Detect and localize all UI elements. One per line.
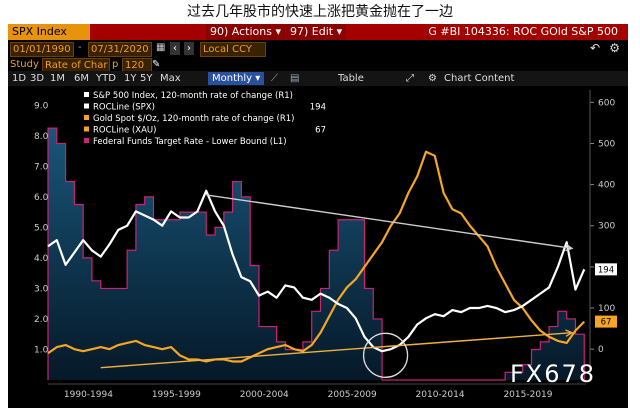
period-param-label: p [112, 59, 119, 70]
table-button[interactable]: Table [338, 73, 364, 84]
calendar-icon[interactable]: ▦ [156, 42, 166, 53]
undo-icon[interactable]: ↶ [589, 41, 600, 55]
legend-entry: S&P 500 Index, 120-month rate of change … [93, 91, 293, 101]
left-axis-tick: 4.0 [34, 254, 49, 264]
line-chart-icon[interactable]: ⟋ [271, 73, 278, 84]
x-axis-label: 2000-2004 [240, 390, 289, 400]
edit-menu[interactable]: 97) Edit ▾ [286, 24, 347, 40]
range-button-1y[interactable]: 1Y [124, 73, 137, 84]
gold-value-label: 67 [601, 318, 612, 328]
trendline-spx-decline [206, 194, 573, 250]
legend-swatch [84, 103, 89, 109]
article-headline: 过去几年股市的快速上涨把黄金抛在了一边 [0, 0, 640, 24]
gold-roc-line [47, 150, 586, 363]
legend-entry: ROCLine (XAU) [93, 126, 156, 136]
range-button-3d[interactable]: 3D [30, 73, 45, 84]
x-axis-label: 2010-2014 [416, 390, 465, 400]
study-bar: Study Rate of Char p 120 ✎ [8, 58, 628, 73]
range-button-ytd[interactable]: YTD [96, 73, 116, 84]
fx678-watermark: FX678 [510, 360, 596, 388]
trendline-arrowhead-spx-decline [565, 243, 574, 252]
prev-arrow-icon[interactable]: ‹ [170, 42, 180, 55]
left-axis-tick: 3.0 [34, 284, 49, 294]
date-bar: 01/01/1990 - 07/31/2020 ▦ ‹ › Local CCY … [8, 40, 628, 58]
x-axis-label: 1990-1994 [64, 390, 113, 400]
trendline-gold-floor [100, 331, 572, 369]
right-axis-tick: 0 [598, 345, 604, 355]
ticker-box[interactable]: SPX Index [8, 24, 90, 40]
legend-value: 67 [315, 126, 326, 136]
legend-value: 194 [310, 103, 326, 113]
title-bar: SPX Index 90) Actions ▾ 97) Edit ▾ G #BI… [8, 24, 628, 40]
range-button-5y[interactable]: 5Y [140, 73, 153, 84]
legend-entry: ROCLine (SPX) [93, 103, 155, 113]
x-axis-label: 2005-2009 [328, 390, 377, 400]
study-label: Study [10, 59, 39, 70]
right-axis-tick: 400 [598, 181, 615, 191]
area-chart-icon[interactable]: ▤ [290, 73, 300, 84]
legend-swatch [84, 115, 89, 120]
settings-icon[interactable]: ⚙ [609, 41, 620, 55]
fed-funds-area [48, 128, 585, 380]
range-button-6m[interactable]: 6M [74, 73, 89, 84]
legend-entry: Federal Funds Target Rate - Lower Bound … [93, 137, 287, 147]
right-axis-tick: 600 [598, 98, 615, 108]
chart-content-button[interactable]: Chart Content [444, 73, 515, 84]
legend-swatch [84, 92, 89, 97]
left-axis-tick: 7.0 [34, 162, 49, 172]
right-axis-tick: 100 [598, 304, 615, 314]
right-axis-tick: 300 [598, 222, 615, 232]
gear-icon[interactable]: ⚙ [428, 73, 437, 84]
trendline-arrowhead-gold-floor [565, 329, 574, 337]
left-axis-tick: 2.0 [34, 315, 49, 325]
range-button-max[interactable]: Max [160, 73, 181, 84]
legend-box [78, 88, 340, 148]
spx-value-badge [595, 263, 617, 276]
left-axis-tick: 6.0 [34, 193, 49, 203]
left-axis-tick: 1.0 [34, 345, 49, 355]
x-axis-label: 1995-1999 [152, 390, 201, 400]
actions-menu[interactable]: 90) Actions ▾ [206, 24, 285, 40]
spx-value-label: 194 [598, 265, 614, 275]
end-date-field[interactable]: 07/31/2020 [88, 42, 152, 57]
spx-roc-line [47, 189, 586, 353]
currency-select[interactable]: Local CCY [200, 42, 266, 57]
legend-entry: Gold Spot $/Oz, 120-month rate of change… [93, 114, 294, 124]
date-separator: - [78, 42, 82, 53]
start-date-field[interactable]: 01/01/1990 [10, 42, 74, 57]
legend-swatch [84, 126, 89, 132]
period-select[interactable]: Monthly ▾ [208, 72, 265, 85]
x-axis-label: 2015-2019 [503, 390, 552, 400]
left-axis-tick: 9.0 [34, 101, 49, 111]
legend-swatch [84, 138, 89, 143]
gold-value-badge [595, 315, 617, 328]
pencil-icon[interactable]: ✎ [152, 59, 161, 70]
left-axis-tick: 5.0 [34, 223, 49, 233]
range-button-1m[interactable]: 1M [50, 73, 65, 84]
expand-icon[interactable]: ⤢ [406, 73, 414, 84]
highlight-circle [362, 332, 409, 378]
chart-title: G #BI 104336: ROC GOld S&P 500 [428, 25, 618, 38]
next-arrow-icon[interactable]: › [184, 42, 194, 55]
left-axis-tick: 8.0 [34, 132, 49, 142]
range-button-1d[interactable]: 1D [12, 73, 27, 84]
right-axis-tick: 500 [598, 139, 615, 149]
